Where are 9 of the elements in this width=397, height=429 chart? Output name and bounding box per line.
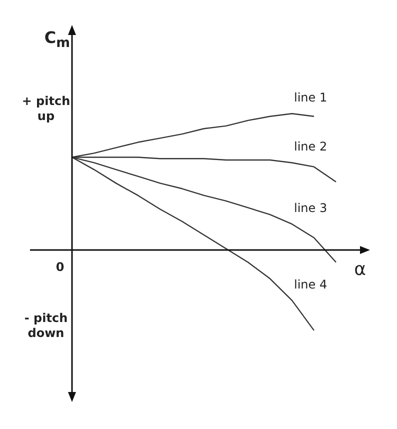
series-label: line 4 <box>294 277 328 292</box>
series-label: line 2 <box>294 140 328 154</box>
annotation: 0 <box>54 260 66 275</box>
annotation: + pitch up <box>20 94 72 124</box>
y-axis-title: C$_{m}$ <box>43 28 70 52</box>
series-label: line 3 <box>294 201 328 216</box>
x-axis-title: α <box>353 259 367 280</box>
annotation: - pitch down <box>23 311 69 341</box>
series-label: line 1 <box>294 90 328 105</box>
